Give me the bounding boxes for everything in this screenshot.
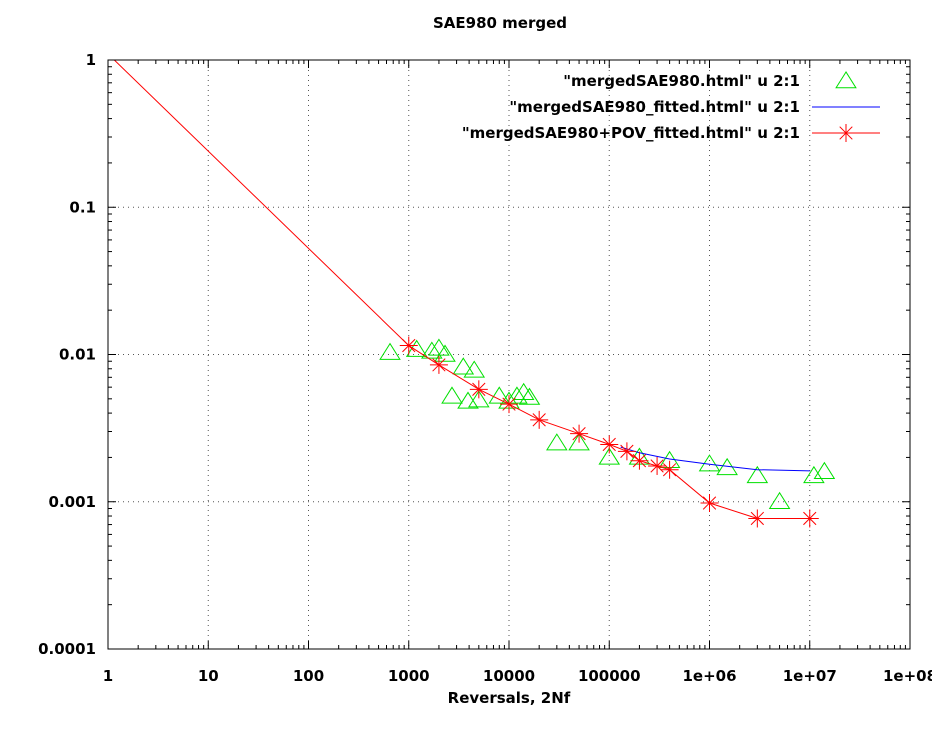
- series: [113, 60, 836, 528]
- series-1: [379, 338, 836, 509]
- data-point: [429, 355, 448, 374]
- x-tick-label: 1000: [388, 667, 430, 685]
- data-point: [421, 341, 443, 359]
- x-tick-label: 1: [103, 667, 113, 685]
- data-point: [379, 342, 401, 360]
- data-point: [648, 456, 667, 475]
- data-point: [568, 433, 590, 451]
- data-point: [598, 447, 621, 465]
- data-point: [506, 386, 528, 404]
- x-tick-label: 10: [198, 667, 219, 685]
- y-tick-label: 0.0001: [38, 640, 96, 658]
- x-tick-label: 1e+07: [783, 667, 837, 685]
- x-tick-labels: 1 10 100 1000 10000 100000 1e+06 1e+07 1e+08: [103, 667, 932, 685]
- y-tick-label: 0.1: [69, 198, 96, 216]
- data-point: [488, 386, 511, 404]
- series-2: [620, 446, 810, 472]
- data-point: [468, 390, 490, 408]
- plot-frame: [107, 59, 911, 650]
- y-tick-label: 0.001: [49, 493, 96, 511]
- data-point: [570, 424, 589, 443]
- data-point: [630, 451, 649, 470]
- data-point: [546, 433, 568, 451]
- chart-title: SAE980 merged: [433, 14, 567, 32]
- legend-entry-label: "mergedSAE980_fitted.html" u 2:1: [509, 98, 800, 116]
- data-point: [660, 460, 679, 479]
- data-point: [748, 509, 767, 528]
- data-point: [803, 465, 825, 484]
- data-point: [441, 386, 463, 404]
- data-point: [457, 391, 479, 409]
- data-point: [452, 357, 475, 375]
- data-point: [500, 395, 518, 414]
- x-tick-label: 1e+06: [682, 667, 736, 685]
- data-point: [463, 360, 486, 378]
- data-point: [617, 442, 636, 461]
- legend-sample: [835, 71, 857, 89]
- data-point: [518, 387, 541, 405]
- data-point: [405, 339, 428, 357]
- series-2-line: [620, 446, 810, 472]
- data-point: [813, 461, 836, 479]
- x-tick-label: 100: [293, 667, 324, 685]
- data-point: [698, 454, 721, 472]
- legend-entry-label: "mergedSAE980.html" u 2:1: [563, 72, 800, 90]
- y-tick-label: 0.01: [59, 346, 96, 364]
- data-point: [800, 509, 819, 528]
- x-tick-label: 100000: [578, 667, 641, 685]
- data-point: [469, 380, 488, 399]
- data-point: [512, 382, 535, 400]
- legend-sample-marker: [837, 124, 855, 142]
- plot-area: [113, 60, 836, 528]
- data-point: [434, 344, 456, 362]
- data-point: [530, 410, 549, 429]
- data-point: [768, 491, 791, 509]
- x-tick-label: 10000: [483, 667, 535, 685]
- data-point: [399, 336, 418, 355]
- data-point: [746, 465, 769, 484]
- data-point: [700, 494, 719, 513]
- grid: [108, 60, 910, 649]
- data-point: [600, 435, 619, 454]
- y-tick-label: 1: [86, 51, 96, 69]
- series-3: [113, 60, 819, 528]
- legend-entry-label: "mergedSAE980+POV_fitted.html" u 2:1: [462, 124, 800, 142]
- y-tick-labels: 0.0001 0.001 0.01 0.1 1: [38, 51, 96, 658]
- x-tick-label: 1e+08: [883, 667, 932, 685]
- x-axis-label: Reversals, 2Nf: [448, 689, 571, 707]
- legend: "mergedSAE980.html" u 2:1 "mergedSAE980_f…: [462, 71, 880, 142]
